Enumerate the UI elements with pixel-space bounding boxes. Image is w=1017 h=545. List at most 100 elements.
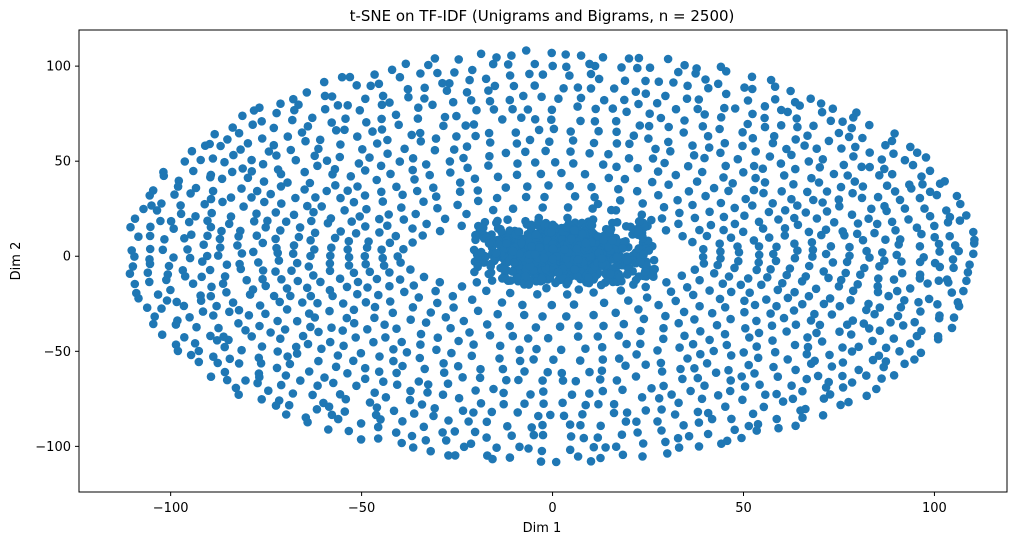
data-point [598,53,608,62]
data-point [617,430,627,440]
data-point [509,81,519,91]
data-point [599,235,608,245]
data-point [857,193,867,203]
data-point [890,187,900,196]
data-point [166,216,176,226]
data-point [289,241,299,250]
data-point [549,355,558,365]
data-point [355,106,365,115]
data-point [910,355,919,364]
data-point [435,226,445,236]
data-point [372,175,382,185]
data-point [419,272,429,282]
data-point [327,243,336,252]
data-point [499,388,508,398]
data-point [247,332,256,341]
data-point [343,245,353,254]
data-point [360,191,370,200]
data-point [875,326,885,336]
data-point [303,339,313,349]
data-point [243,139,253,148]
data-point [203,231,212,241]
data-point [172,297,181,307]
data-point [696,327,705,336]
data-point [242,275,251,285]
data-point [726,287,736,297]
data-point [482,433,491,442]
data-point [386,169,395,179]
data-point [276,226,285,235]
data-point [634,305,643,314]
data-point [372,403,382,412]
data-point [730,104,740,113]
data-point [339,341,348,351]
data-point [363,325,372,334]
data-point [654,394,664,403]
data-point [864,299,873,309]
data-point [770,347,780,357]
data-point [593,332,603,341]
data-point [523,105,533,114]
data-point [471,386,480,395]
data-point [768,199,777,208]
data-point [194,346,204,356]
data-point [661,311,670,321]
plot-area [78,29,1008,493]
data-point [949,313,959,322]
data-point [561,50,570,59]
data-point [807,173,816,183]
data-point [518,300,527,310]
data-point [812,214,822,223]
data-point [327,410,337,420]
data-point [397,203,406,212]
data-point [472,105,481,115]
data-point [754,242,764,251]
data-point [753,419,763,429]
data-point [306,236,315,245]
data-point [917,326,926,336]
data-point [331,126,341,135]
data-point [625,139,634,149]
data-point [556,345,566,355]
data-point [825,390,835,399]
y-axis-ticks: −100 −50 0 50 100 [35,60,79,455]
data-point [275,297,285,307]
data-point [546,227,556,237]
data-point [387,65,397,75]
data-point [621,361,630,371]
data-point [900,204,910,213]
data-point [705,207,714,217]
data-point [252,209,261,218]
data-point [683,81,692,91]
data-point [712,320,722,330]
data-point [755,380,764,390]
data-point [573,255,583,264]
data-point [392,368,401,378]
data-point [779,313,789,323]
data-point [343,369,352,378]
data-point [906,339,915,348]
data-point [156,216,165,226]
data-point [289,210,299,220]
data-point [399,215,409,224]
data-point [454,336,463,346]
data-point [473,306,483,316]
data-point [599,298,609,308]
data-point [673,433,683,443]
data-point [715,124,724,134]
data-point [599,95,609,105]
data-point [507,51,516,60]
data-point [726,376,735,385]
data-point [353,289,362,299]
data-point [574,321,583,331]
data-point [680,331,689,341]
data-point [539,399,548,409]
data-point [282,305,292,314]
data-point [884,291,893,301]
data-point [391,428,401,437]
data-point [930,258,940,268]
data-point [336,227,346,236]
data-point [692,64,701,73]
data-point [413,114,423,123]
data-point [811,284,821,294]
